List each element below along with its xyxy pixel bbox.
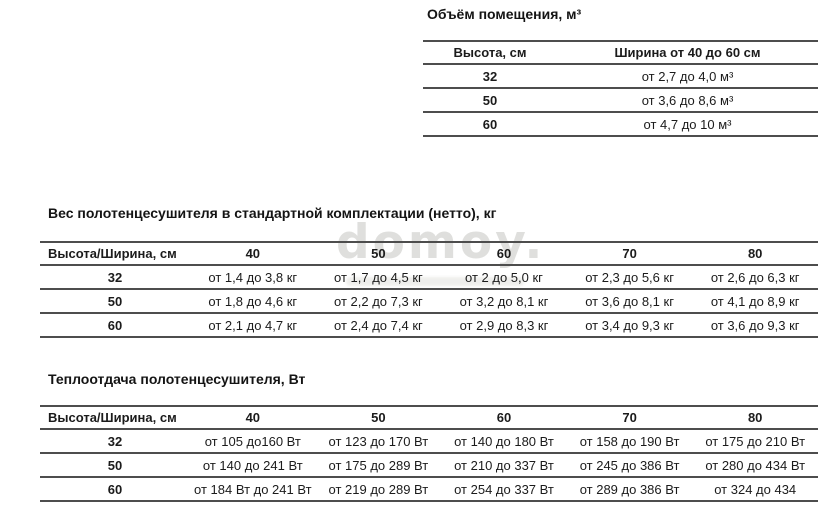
table-cell: от 4,7 до 10 м³: [557, 112, 818, 137]
table-cell: от 123 до 170 Вт: [315, 429, 442, 454]
weight-col-header-size: Высота/Ширина, см: [40, 242, 190, 266]
table-cell: от 2,7 до 4,0 м³: [557, 64, 818, 89]
table-cell: от 3,6 до 8,6 м³: [557, 88, 818, 113]
volume-table-header-row: Высота, см Ширина от 40 до 60 см: [423, 41, 818, 65]
table-cell: от 2,1 до 4,7 кг: [190, 313, 316, 338]
row-header-cell: 50: [40, 289, 190, 314]
table-cell: от 3,6 до 8,1 кг: [566, 289, 693, 314]
row-header-cell: 32: [40, 429, 190, 454]
table-row: 50 от 3,6 до 8,6 м³: [423, 88, 818, 113]
table-cell: от 105 до160 Вт: [190, 429, 316, 454]
row-header-cell: 60: [40, 477, 190, 502]
table-cell: от 2,9 до 8,3 кг: [441, 313, 567, 338]
table-cell: от 289 до 386 Вт: [566, 477, 693, 502]
volume-table-title: Объём помещения, м³: [427, 6, 582, 22]
table-row: 60 от 4,7 до 10 м³: [423, 112, 818, 137]
table-cell: от 280 до 434 Вт: [692, 453, 818, 478]
volume-col-header-width: Ширина от 40 до 60 см: [557, 41, 818, 65]
row-header-cell: 32: [423, 64, 557, 89]
weight-table-title: Вес полотенцесушителя в стандартной комп…: [48, 205, 497, 221]
heat-col-header-size: Высота/Ширина, см: [40, 406, 190, 430]
volume-col-header-height: Высота, см: [423, 41, 557, 65]
heat-col-header-70: 70: [566, 406, 693, 430]
row-header-cell: 32: [40, 265, 190, 290]
row-header-cell: 50: [423, 88, 557, 113]
table-row: 50 от 1,8 до 4,6 кг от 2,2 до 7,3 кг от …: [40, 289, 818, 314]
table-row: 32 от 1,4 до 3,8 кг от 1,7 до 4,5 кг от …: [40, 265, 818, 290]
weight-table-header-row: Высота/Ширина, см 40 50 60 70 80: [40, 242, 818, 266]
weight-col-header-40: 40: [190, 242, 316, 266]
table-cell: от 2 до 5,0 кг: [441, 265, 567, 290]
table-cell: от 210 до 337 Вт: [441, 453, 567, 478]
heat-table-header-row: Высота/Ширина, см 40 50 60 70 80: [40, 406, 818, 430]
row-header-cell: 50: [40, 453, 190, 478]
table-row: 50 от 140 до 241 Вт от 175 до 289 Вт от …: [40, 453, 818, 478]
table-cell: от 3,4 до 9,3 кг: [566, 313, 693, 338]
table-cell: от 2,4 до 7,4 кг: [315, 313, 442, 338]
table-cell: от 3,2 до 8,1 кг: [441, 289, 567, 314]
table-row: 32 от 2,7 до 4,0 м³: [423, 64, 818, 89]
table-cell: от 4,1 до 8,9 кг: [692, 289, 818, 314]
table-cell: от 184 Вт до 241 Вт: [190, 477, 316, 502]
volume-table: Высота, см Ширина от 40 до 60 см 32 от 2…: [423, 40, 818, 137]
table-cell: от 2,6 до 6,3 кг: [692, 265, 818, 290]
table-row: 60 от 2,1 до 4,7 кг от 2,4 до 7,4 кг от …: [40, 313, 818, 338]
heat-col-header-40: 40: [190, 406, 316, 430]
table-cell: от 254 до 337 Вт: [441, 477, 567, 502]
table-cell: от 140 до 241 Вт: [190, 453, 316, 478]
table-row: 32 от 105 до160 Вт от 123 до 170 Вт от 1…: [40, 429, 818, 454]
table-cell: от 3,6 до 9,3 кг: [692, 313, 818, 338]
table-cell: от 140 до 180 Вт: [441, 429, 567, 454]
table-cell: от 2,3 до 5,6 кг: [566, 265, 693, 290]
table-cell: от 1,4 до 3,8 кг: [190, 265, 316, 290]
weight-col-header-60: 60: [441, 242, 567, 266]
weight-col-header-80: 80: [692, 242, 818, 266]
heat-col-header-60: 60: [441, 406, 567, 430]
weight-table: Высота/Ширина, см 40 50 60 70 80 32 от 1…: [40, 241, 818, 338]
row-header-cell: 60: [423, 112, 557, 137]
row-header-cell: 60: [40, 313, 190, 338]
table-cell: от 175 до 289 Вт: [315, 453, 442, 478]
table-cell: от 219 до 289 Вт: [315, 477, 442, 502]
heat-col-header-50: 50: [315, 406, 442, 430]
heat-col-header-80: 80: [692, 406, 818, 430]
table-row: 60 от 184 Вт до 241 Вт от 219 до 289 Вт …: [40, 477, 818, 502]
heat-table: Высота/Ширина, см 40 50 60 70 80 32 от 1…: [40, 405, 818, 502]
table-cell: от 1,7 до 4,5 кг: [315, 265, 442, 290]
weight-col-header-70: 70: [566, 242, 693, 266]
table-cell: от 158 до 190 Вт: [566, 429, 693, 454]
table-cell: от 1,8 до 4,6 кг: [190, 289, 316, 314]
table-cell: от 245 до 386 Вт: [566, 453, 693, 478]
table-cell: от 324 до 434: [692, 477, 818, 502]
table-cell: от 175 до 210 Вт: [692, 429, 818, 454]
heat-table-title: Теплоотдача полотенцесушителя, Вт: [48, 371, 306, 387]
weight-col-header-50: 50: [315, 242, 442, 266]
table-cell: от 2,2 до 7,3 кг: [315, 289, 442, 314]
